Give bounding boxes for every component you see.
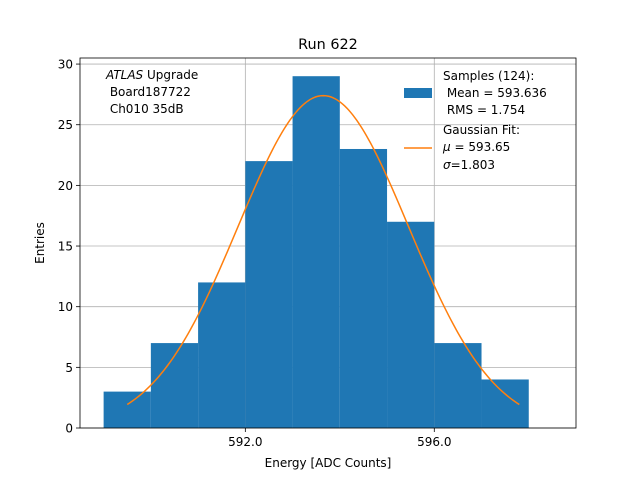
- legend-mu-value: = 593.65: [451, 140, 511, 154]
- histogram-bar: [387, 221, 435, 428]
- legend-samples-mean: Mean = 593.636: [443, 86, 547, 100]
- legend-fit-title: Gaussian Fit:: [443, 123, 520, 137]
- y-tick-label: 30: [58, 58, 73, 72]
- legend-sigma-value: =1.803: [451, 158, 495, 172]
- legend-fit-sigma: σ=1.803: [443, 158, 495, 172]
- histogram-bar: [103, 391, 151, 428]
- x-axis-label: Energy [ADC Counts]: [265, 456, 392, 470]
- y-axis-ticks: 0 5 10 15 20 25 30: [58, 58, 80, 436]
- annotation-atlas: ATLAS: [105, 68, 144, 82]
- y-tick-label: 15: [58, 240, 73, 254]
- annotation-channel: Ch010 35dB: [106, 102, 184, 116]
- legend-sigma-symbol: σ: [443, 158, 451, 172]
- y-tick-label: 10: [58, 300, 73, 314]
- legend-samples-swatch: [404, 88, 432, 98]
- histogram-bar: [292, 76, 340, 429]
- plot-frame: [79, 57, 577, 429]
- y-axis-label: Entries: [33, 222, 47, 264]
- legend-fit-mu: μ = 593.65: [442, 140, 510, 154]
- histogram-bar: [245, 161, 293, 429]
- y-tick-label: 20: [58, 179, 73, 193]
- histogram-bars: [103, 76, 529, 429]
- gaussian-fit-curve: [126, 94, 520, 406]
- x-tick-label: 596.0: [417, 435, 451, 449]
- annotation-upgrade: Upgrade: [143, 68, 198, 82]
- x-axis-ticks: 592.0 596.0: [228, 428, 451, 449]
- histogram-bar: [150, 343, 199, 428]
- legend-mu-symbol: μ: [442, 140, 451, 154]
- histogram-bar: [339, 148, 388, 428]
- y-tick-label: 25: [58, 118, 73, 132]
- histogram-bar: [481, 379, 529, 428]
- y-tick-label: 5: [65, 361, 73, 375]
- histogram-bar: [198, 282, 246, 428]
- legend: Samples (124): Mean = 593.636 RMS = 1.75…: [404, 69, 547, 172]
- legend-samples-rms: RMS = 1.754: [443, 103, 525, 117]
- chart-title: Run 622: [298, 37, 358, 53]
- histogram-bar: [434, 343, 482, 428]
- annotation-board: Board187722: [106, 85, 191, 99]
- y-tick-label: 0: [65, 422, 73, 436]
- legend-samples-title: Samples (124):: [443, 69, 534, 83]
- annotation-line-1: ATLAS Upgrade: [105, 68, 198, 82]
- x-tick-label: 592.0: [228, 435, 262, 449]
- atlas-annotation: ATLAS Upgrade Board187722 Ch010 35dB: [105, 68, 198, 116]
